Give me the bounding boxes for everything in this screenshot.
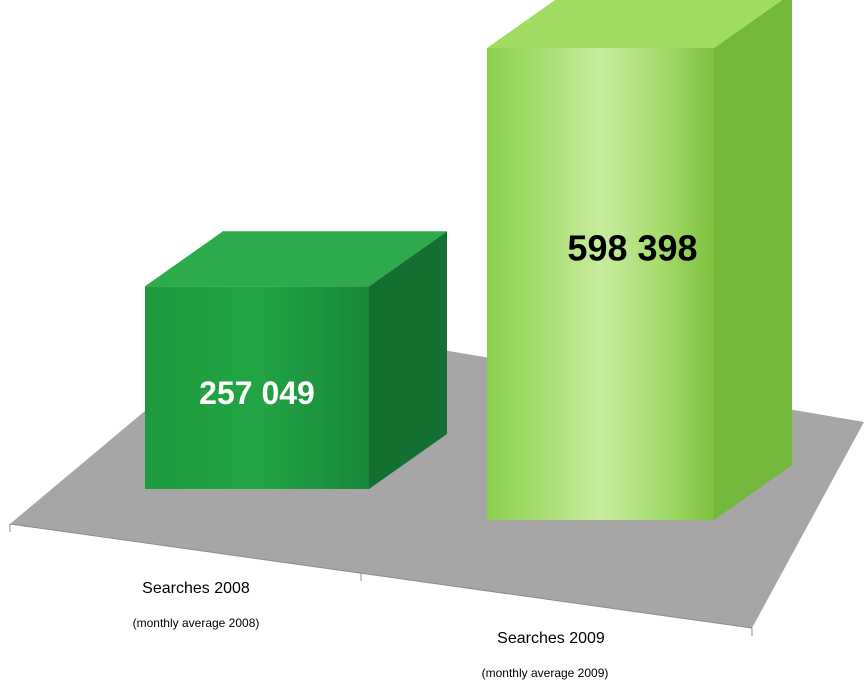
data-label: 598 398 <box>567 227 697 268</box>
bar <box>145 286 369 489</box>
bar-top <box>487 0 783 48</box>
bar <box>487 48 714 520</box>
bar-side <box>714 0 792 520</box>
x-axis-line <box>9 523 753 629</box>
category-label-2009: Searches 2009 <box>497 630 605 647</box>
bar-side <box>369 231 447 489</box>
bars-group: 257 049 598 398 <box>145 0 792 520</box>
data-label: 257 049 <box>199 375 315 411</box>
category-sublabel-2009: (monthly average 2009) <box>482 666 609 680</box>
category-sublabel-2008: (monthly average 2008) <box>133 616 260 630</box>
category-label-2008: Searches 2008 <box>142 580 250 597</box>
bar-top <box>145 231 447 287</box>
